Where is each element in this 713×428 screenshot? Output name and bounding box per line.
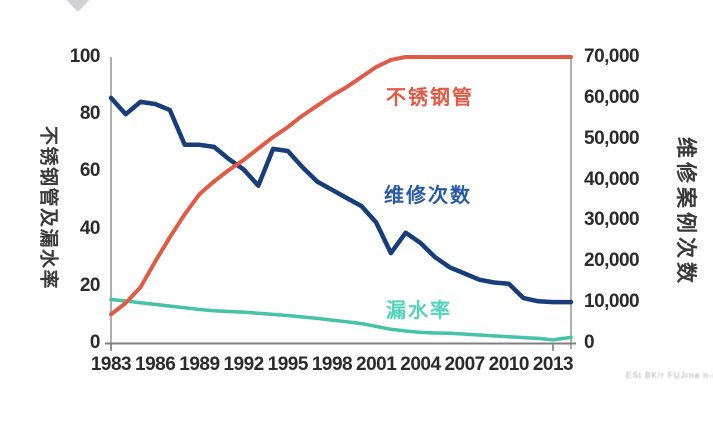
right-tick: 50,000 — [584, 127, 640, 149]
series-label-repair-cases: 维修次数 — [384, 185, 472, 207]
x-tick: 2004 — [400, 354, 441, 375]
x-tick: 1998 — [311, 354, 353, 375]
leakage-rate-line — [109, 297, 573, 342]
x-tick: 1995 — [267, 354, 309, 375]
right-tick: 20,000 — [584, 250, 640, 272]
left-tick: 40 — [79, 217, 101, 239]
right-axis-title: 维修案例次数 — [674, 137, 697, 287]
x-tick: 1992 — [223, 354, 264, 375]
x-tick: 2001 — [356, 354, 397, 375]
x-tick: 1983 — [90, 354, 132, 375]
right-tick: 40,000 — [584, 168, 640, 190]
left-tick: 0 — [89, 332, 101, 353]
x-tick: 1986 — [135, 354, 176, 375]
stainless-steel-pipe-line — [109, 55, 573, 317]
left-tick: 60 — [79, 160, 101, 182]
watermark: ESt BK/r FUJrna n-nama — [626, 371, 713, 380]
left-axis-title: 不锈钢管及漏水率 — [37, 125, 59, 291]
x-tick: 1989 — [179, 354, 220, 375]
x-tick: 2007 — [444, 354, 485, 375]
x-tick: 2013 — [532, 354, 574, 375]
right-tick: 10,000 — [584, 291, 640, 313]
right-tick: 30,000 — [584, 209, 640, 231]
left-tick: 80 — [79, 103, 101, 125]
right-tick: 70,000 — [584, 46, 640, 67]
series-label-stainless-steel-pipe: 不锈钢管 — [386, 87, 474, 109]
repair-cases-line — [108, 95, 574, 305]
right-tick: 0 — [584, 332, 595, 353]
right-tick: 60,000 — [584, 86, 640, 108]
x-tick: 2010 — [488, 354, 530, 375]
series-label-leakage-rate: 漏水率 — [386, 300, 452, 322]
left-tick: 20 — [79, 274, 101, 296]
dropdown-arrow-icon[interactable] — [61, 0, 95, 12]
left-tick: 100 — [69, 46, 101, 67]
